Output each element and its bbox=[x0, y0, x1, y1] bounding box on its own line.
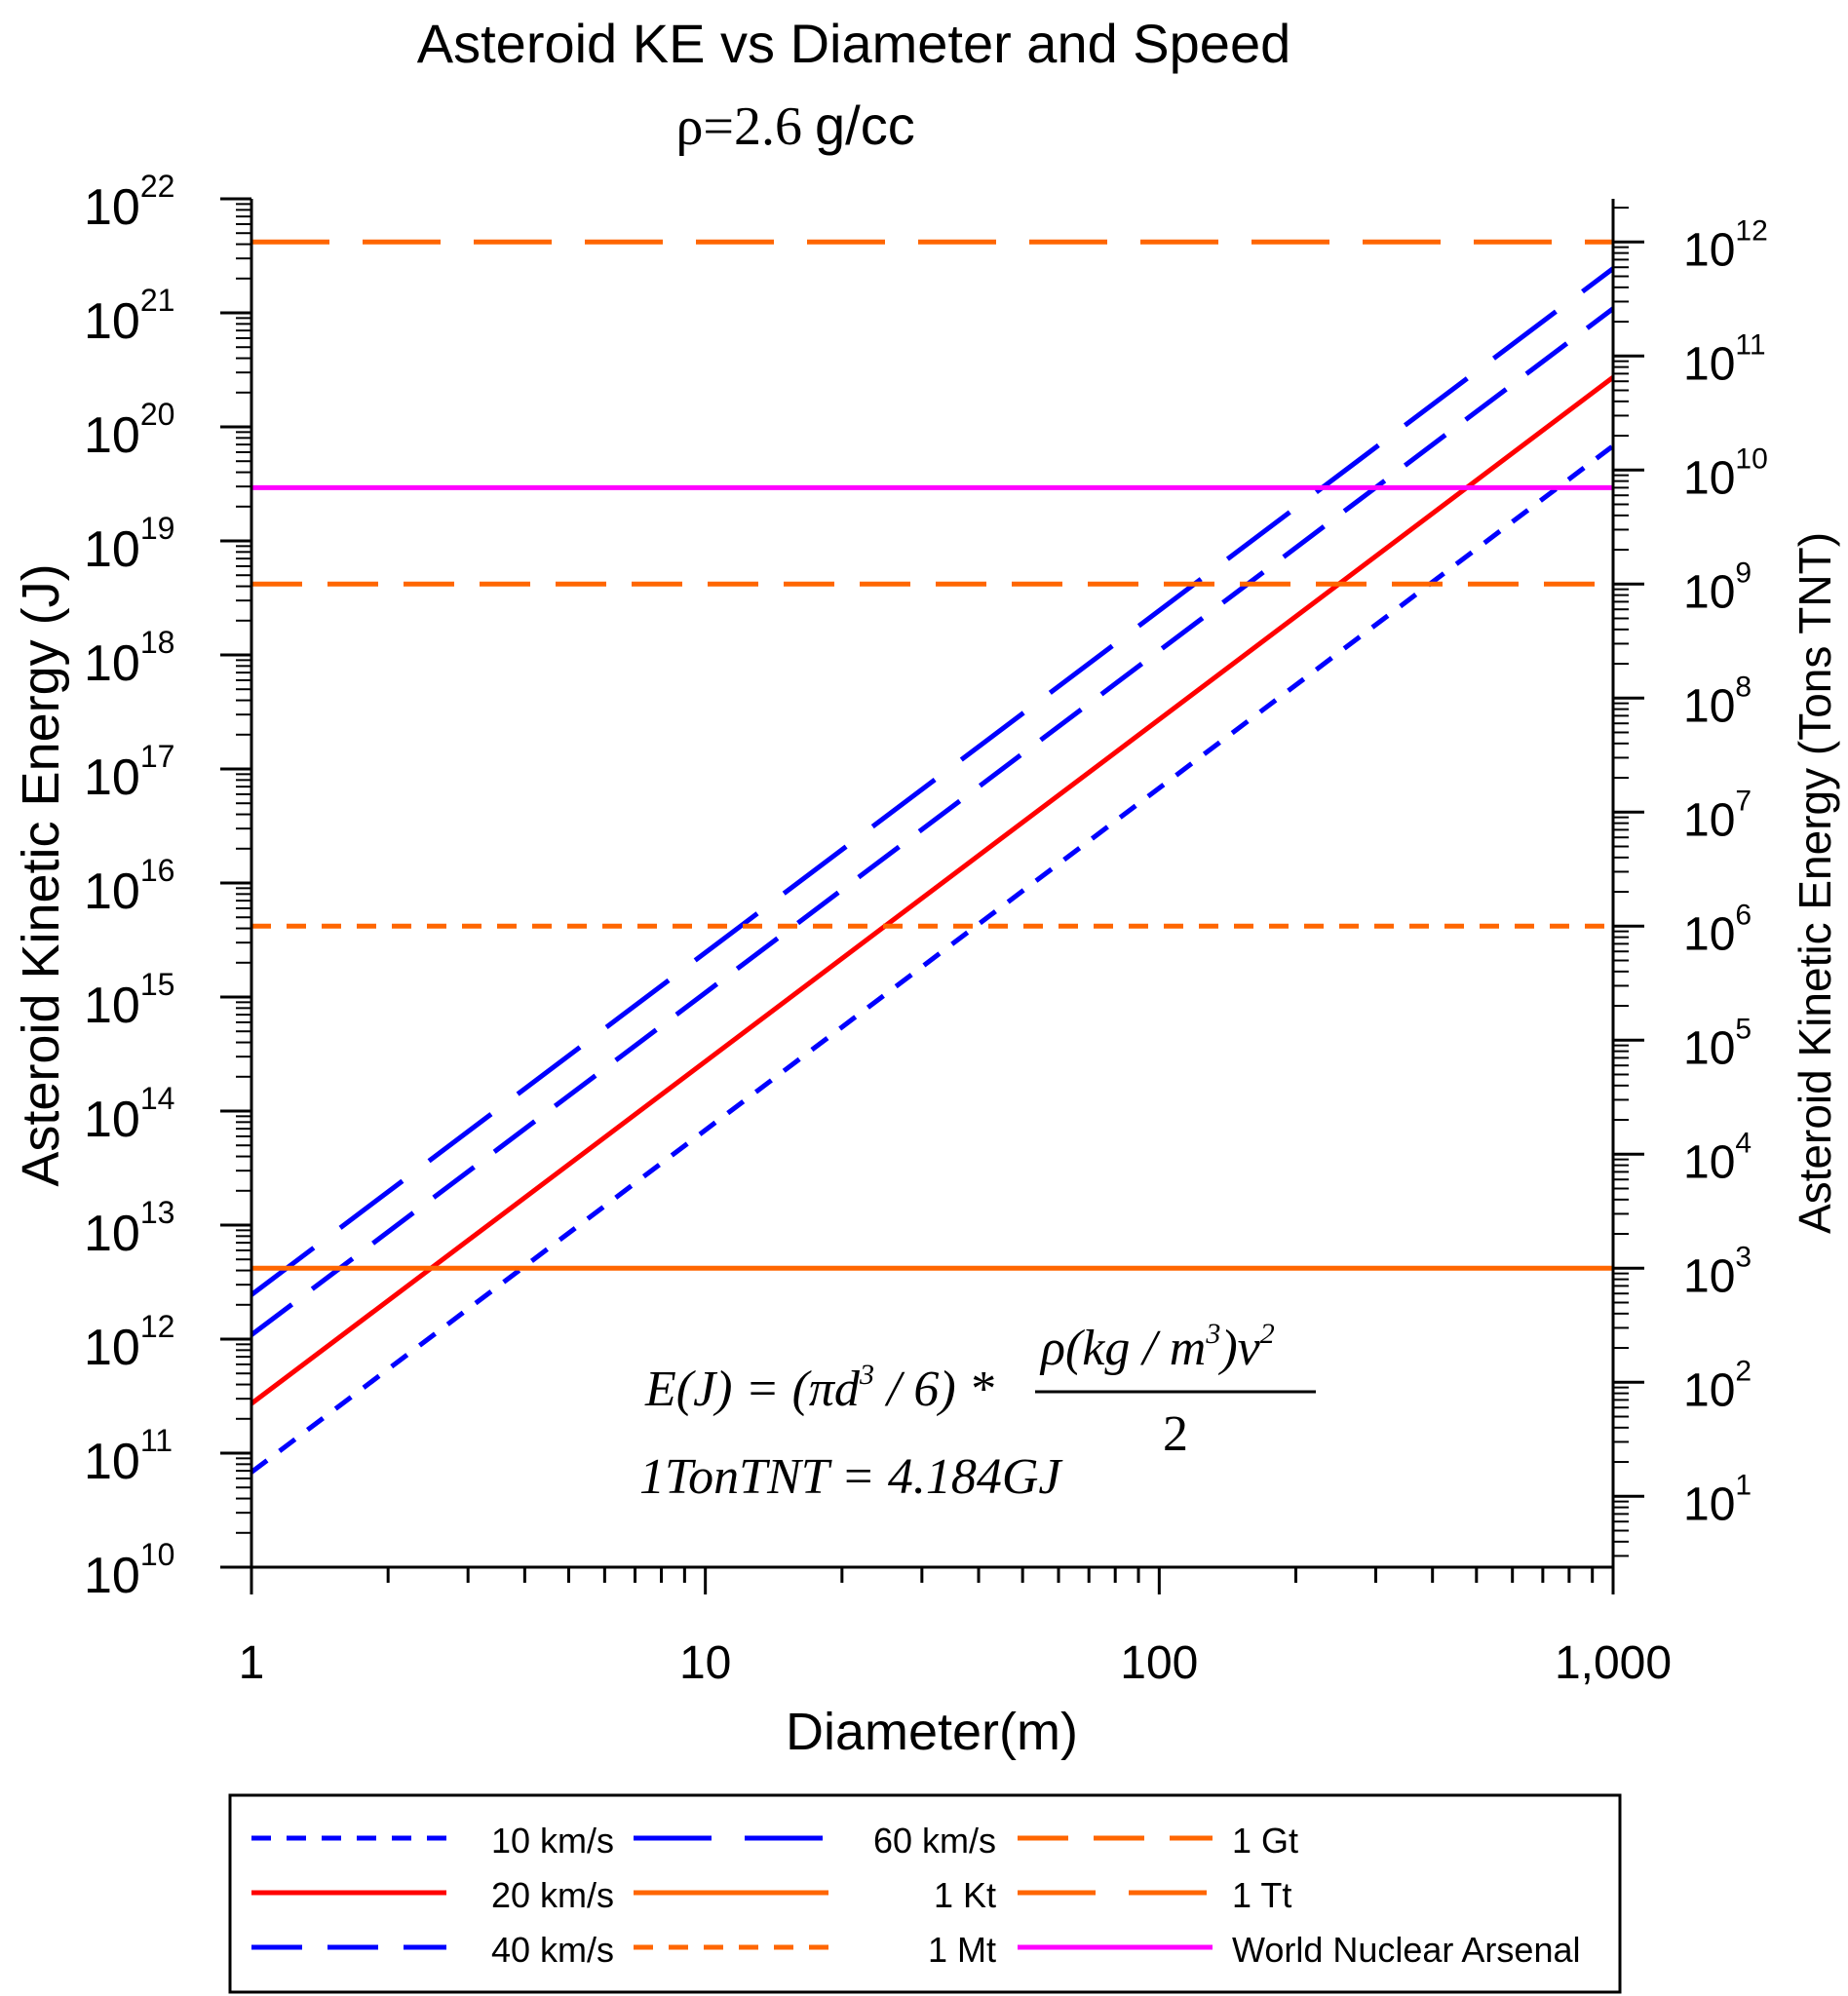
y2-tick-label: 109 bbox=[1683, 557, 1752, 618]
conversion-text: 1TonTNT = 4.184GJ bbox=[639, 1449, 1063, 1505]
axes-layer bbox=[220, 197, 1644, 1594]
formula-annotation: E(J) = (πd3 / 6) * ρ(kg / m3)v2 2 1TonTN… bbox=[639, 1318, 1316, 1505]
legend-label: 60 km/s bbox=[873, 1821, 996, 1861]
y2-tick-label: 101 bbox=[1683, 1469, 1752, 1530]
series-line-0 bbox=[250, 443, 1615, 1475]
y2-tick-label: 106 bbox=[1683, 899, 1752, 960]
formula-numerator: ρ(kg / m3)v2 bbox=[1039, 1318, 1275, 1376]
formula-denominator: 2 bbox=[1163, 1406, 1188, 1462]
y2-tick-label: 1012 bbox=[1683, 214, 1768, 276]
svg-text:ρ=2.6: ρ=2.6 bbox=[675, 96, 802, 157]
legend-label: 1 Kt bbox=[934, 1875, 996, 1915]
y-tick-label: 1022 bbox=[84, 169, 174, 236]
y-tick-label: 1011 bbox=[84, 1423, 173, 1490]
series-line-3 bbox=[250, 266, 1615, 1297]
y-tick-label: 1020 bbox=[84, 397, 174, 464]
series-line-1 bbox=[250, 375, 1615, 1406]
legend: 10 km/s 20 km/s 40 km/s 60 km/s 1 Kt 1 Mt 1 Gt… bbox=[251, 1821, 1581, 1970]
y2-axis-label: Asteroid Kinetic Energy (Tons TNT) bbox=[1790, 532, 1840, 1234]
y2-tick-label: 1010 bbox=[1683, 442, 1768, 504]
x-tick-label: 100 bbox=[1120, 1637, 1198, 1689]
y-tick-label: 1015 bbox=[84, 967, 174, 1034]
x-tick-label: 1 bbox=[239, 1637, 265, 1689]
y-tick-label: 1010 bbox=[84, 1537, 174, 1604]
formula-lhs: E(J) = (πd3 / 6) * bbox=[644, 1359, 994, 1417]
y2-tick-label: 104 bbox=[1683, 1127, 1752, 1188]
svg-text:g/cc: g/cc bbox=[815, 95, 915, 156]
y2-tick-label: 107 bbox=[1683, 785, 1752, 846]
legend-label: 1 Tt bbox=[1232, 1875, 1291, 1915]
y-tick-label: 1021 bbox=[84, 283, 174, 350]
legend-label: 20 km/s bbox=[491, 1875, 614, 1915]
y-axis-label: Asteroid Kinetic Energy (J) bbox=[12, 563, 70, 1186]
y-tick-label: 1019 bbox=[84, 511, 174, 578]
tick-labels: 1 10 100 1,00010101011101210131014101510161… bbox=[84, 169, 1768, 1689]
y-tick-label: 1013 bbox=[84, 1195, 174, 1262]
y2-tick-label: 108 bbox=[1683, 671, 1752, 732]
series-line-2 bbox=[250, 306, 1615, 1337]
x-tick-label: 10 bbox=[679, 1637, 731, 1689]
legend-label: World Nuclear Arsenal bbox=[1232, 1930, 1581, 1970]
chart-title: Asteroid KE vs Diameter and Speed bbox=[417, 13, 1290, 74]
y-tick-label: 1014 bbox=[84, 1081, 174, 1148]
chart-subtitle: ρ=2.6 g/cc bbox=[675, 95, 914, 157]
y-tick-label: 1016 bbox=[84, 853, 174, 920]
x-axis-label: Diameter(m) bbox=[786, 1703, 1078, 1761]
legend-label: 40 km/s bbox=[491, 1930, 614, 1970]
legend-label: 1 Mt bbox=[928, 1930, 996, 1970]
series-layer bbox=[250, 239, 1615, 1475]
y2-tick-label: 103 bbox=[1683, 1241, 1752, 1302]
legend-label: 1 Gt bbox=[1232, 1821, 1298, 1861]
y-tick-label: 1018 bbox=[84, 625, 174, 692]
y-tick-label: 1017 bbox=[84, 739, 174, 806]
legend-box bbox=[228, 1793, 1622, 1994]
y2-tick-label: 105 bbox=[1683, 1013, 1752, 1074]
y2-tick-label: 1011 bbox=[1683, 328, 1766, 390]
legend-label: 10 km/s bbox=[491, 1821, 614, 1861]
x-tick-label: 1,000 bbox=[1555, 1637, 1672, 1689]
y-tick-label: 1012 bbox=[84, 1309, 174, 1376]
y2-tick-label: 102 bbox=[1683, 1355, 1752, 1416]
